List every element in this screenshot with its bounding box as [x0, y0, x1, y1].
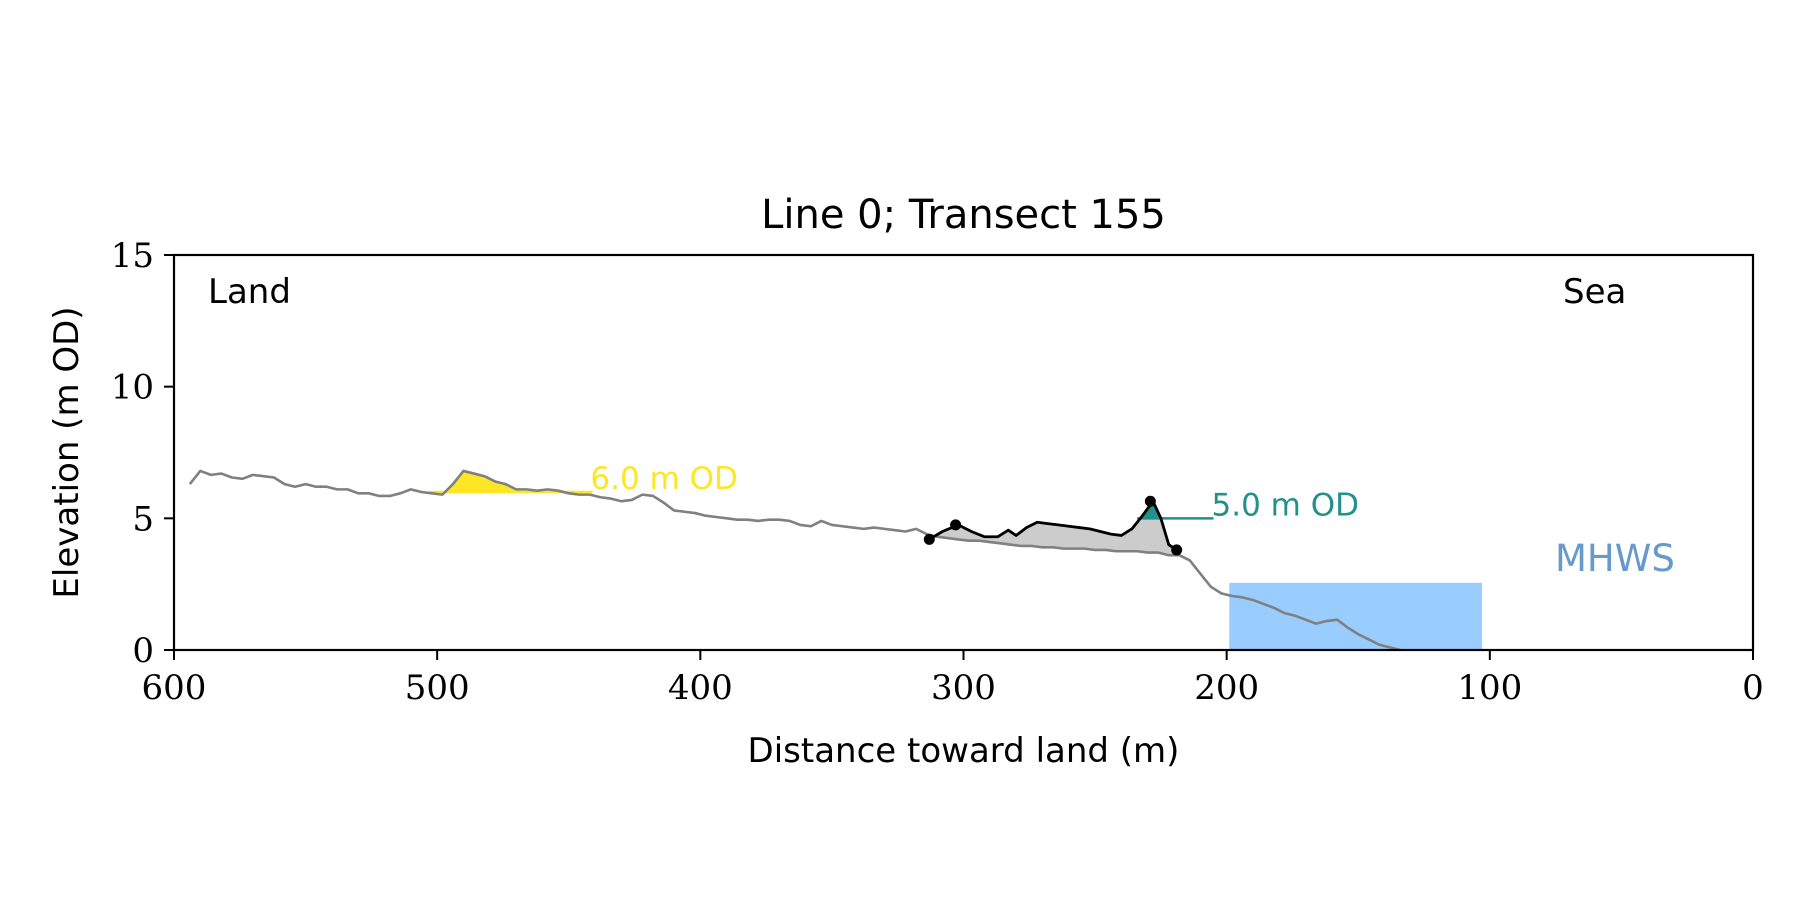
- line-layer: [188, 469, 1401, 652]
- y-tick-label: 5: [132, 499, 154, 539]
- plot-frame: [172, 253, 1755, 652]
- x-tick-label: 400: [668, 668, 733, 708]
- landward-level-fill: [429, 470, 593, 492]
- axis-ticks: 600 500 400 300 200 100 0 0 5 10 15: [111, 236, 1764, 708]
- x-tick-label: 0: [1742, 668, 1764, 708]
- y-tick-label: 15: [111, 236, 154, 276]
- marker-layer: [923, 495, 1183, 556]
- x-tick-label: 300: [931, 668, 996, 708]
- x-tick-label: 200: [1194, 668, 1259, 708]
- chart-title: Line 0; Transect 155: [761, 192, 1166, 238]
- beach-profile-line: [188, 469, 1401, 652]
- land-corner-label: Land: [208, 272, 291, 312]
- dune-point-3: [1171, 544, 1183, 556]
- y-tick-label: 10: [111, 368, 154, 408]
- x-axis-label: Distance toward land (m): [748, 731, 1180, 771]
- dune-point-2: [1144, 495, 1156, 507]
- dune-point-1: [950, 519, 962, 531]
- landward-level-label: 6.0 m OD: [590, 461, 737, 497]
- mhws-label: MHWS: [1555, 537, 1675, 580]
- x-tick-label: 100: [1457, 668, 1522, 708]
- y-axis-label: Elevation (m OD): [47, 306, 87, 598]
- x-tick-label: 500: [405, 668, 470, 708]
- sea-corner-label: Sea: [1563, 272, 1626, 312]
- seaward-level-label: 5.0 m OD: [1212, 487, 1359, 523]
- mhws-water-area: [1229, 582, 1482, 650]
- dune-point-0: [923, 533, 935, 545]
- x-tick-label: 600: [142, 668, 207, 708]
- dune-line: [928, 499, 1178, 552]
- y-tick-label: 0: [132, 631, 154, 671]
